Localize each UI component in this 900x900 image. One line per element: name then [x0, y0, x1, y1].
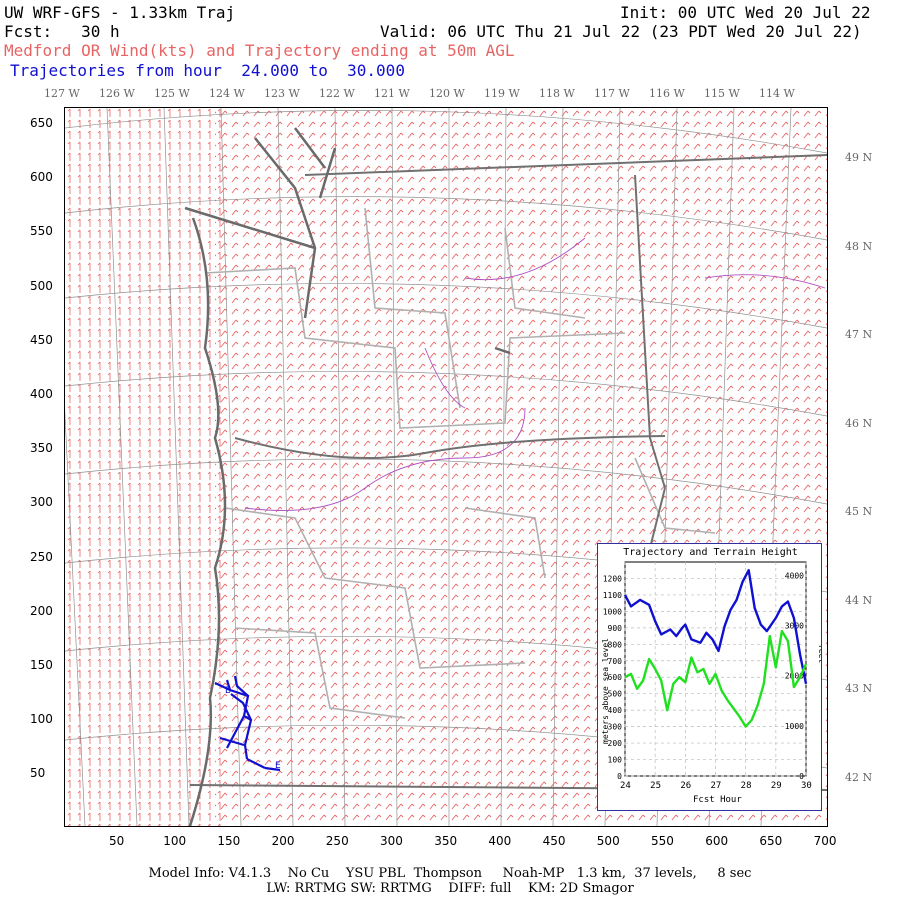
latitude-label: 49 N [845, 151, 873, 164]
inset-y-tick-label: 300 [608, 723, 623, 732]
y-tick-label: 150 [30, 658, 53, 672]
inset-grid: 24 25 26 27 28 29 3012001100100090080070060050… [603, 561, 812, 791]
inset-y-tick-label: 400 [608, 706, 623, 715]
x-tick-label: 50 [109, 834, 125, 848]
inset-y-tick-label: 700 [608, 657, 623, 666]
y-tick-label: 450 [30, 332, 53, 347]
latitude-label: 44 N [845, 593, 873, 607]
inset-series [623, 569, 808, 728]
inset-y-tick-label: 600 [608, 673, 623, 682]
longitude-label: 117 W [594, 87, 630, 100]
longitude-label: 120 W [429, 87, 465, 100]
y-tick-label: 350 [30, 441, 53, 456]
inset-y-tick-label: 1200 [603, 574, 622, 583]
x-tick-label: 550 [651, 834, 674, 848]
coastline [184, 127, 511, 826]
x-tick-label: 200 [271, 834, 295, 848]
x-tick-label: 600 [705, 834, 729, 848]
terrain-height-line [624, 629, 808, 728]
model-info-line1: Model Info: V4.1.3 No Cu YSU PBL Thompso… [148, 866, 752, 881]
y-tick-label: 650 [30, 116, 53, 130]
latitude-label: 46 N [845, 416, 873, 430]
valid-time: Valid: 06 UTC Thu 21 Jul 22 (23 PDT Wed … [380, 22, 862, 41]
offshore-wind-field [65, 108, 225, 826]
inset-y-tick-label: 1100 [603, 591, 622, 600]
longitude-label: 115 W [704, 87, 740, 100]
inset-x-tick-label: 28 [741, 781, 752, 791]
inset-x-tick-label: 25 [650, 781, 661, 791]
trajectory-range: Trajectories from hour 24.000 to 30.000 [10, 61, 405, 80]
y-tick-label: 100 [30, 712, 53, 727]
inset-y-tick-label: 900 [608, 624, 623, 633]
latitude-label: 42 N [845, 770, 873, 784]
inset-x-tick-label: 27 [711, 781, 722, 791]
x-tick-label: 650 [759, 834, 783, 848]
y-tick-label: 500 [30, 278, 53, 293]
y-tick-label: 200 [30, 603, 53, 618]
inset-x-tick-label: 30 [801, 781, 812, 791]
latitude-label: 43 N [845, 682, 873, 695]
longitude-label: 116 W [649, 87, 685, 100]
inset-right-tick-label: 1000 [785, 722, 804, 731]
inset-chart: 24 25 26 27 28 29 3012001100100090080070060050… [601, 561, 821, 805]
latitude-label: 47 N [845, 328, 873, 341]
inset-ylabel-right: feet [817, 644, 821, 663]
longitude-label: 114 W [759, 87, 795, 100]
inset-y-tick-label: 200 [608, 739, 623, 748]
rivers [244, 237, 826, 511]
longitude-label: 123 W [264, 87, 300, 100]
trajectory-start-marker: B [225, 686, 231, 696]
longitude-label: 119 W [484, 87, 520, 100]
inset-right-tick-label: 0 [799, 772, 804, 781]
longitude-label: 118 W [539, 87, 575, 100]
longitude-label: 122 W [319, 87, 355, 100]
latitude-label: 48 N [845, 239, 873, 253]
inset-right-tick-label: 4000 [785, 571, 804, 580]
graticule [65, 108, 827, 826]
x-tick-label: 350 [434, 834, 458, 848]
trajectory-end-marker: E [275, 761, 281, 771]
inset-x-tick-label: 26 [680, 781, 691, 791]
trajectory-terrain-inset: Trajectory and Terrain Height 24 25 26 27 28… [597, 543, 822, 811]
latitude-label: 45 N [845, 505, 873, 518]
x-tick-label: 400 [488, 834, 512, 848]
longitude-label: 126 W [99, 87, 135, 100]
inset-x-tick-label: 29 [771, 781, 782, 791]
y-tick-label: 50 [30, 766, 46, 781]
longitude-label: 125 W [154, 87, 190, 100]
x-tick-label: 700 [813, 834, 837, 848]
inset-ylabel-left: meters above sea level [601, 638, 610, 744]
longitude-label: 127 W [44, 87, 80, 100]
x-tick-label: 450 [542, 834, 566, 848]
inset-y-tick-label: 100 [608, 756, 623, 765]
inset-y-tick-label: 0 [617, 772, 622, 781]
inset-title: Trajectory and Terrain Height [623, 547, 798, 558]
product-title: Medford OR Wind(kts) and Trajectory endi… [4, 41, 515, 60]
x-tick-label: 300 [380, 834, 403, 848]
inset-y-tick-label: 800 [608, 640, 623, 649]
longitude-label: 124 W [209, 87, 245, 100]
x-tick-label: 100 [163, 834, 187, 848]
x-tick-label: 250 [325, 834, 349, 848]
model-title: UW WRF-GFS - 1.33km Traj [4, 3, 236, 22]
model-info-line2: LW: RRTMG SW: RRTMG DIFF: full KM: 2D Sm… [266, 881, 634, 896]
inset-xlabel: Fcst Hour [693, 795, 742, 805]
y-tick-label: 300 [30, 495, 53, 510]
longitude-label: 121 W [374, 87, 410, 100]
inset-x-tick-label: 24 [620, 781, 631, 791]
inset-y-tick-label: 1000 [603, 607, 622, 616]
y-tick-label: 250 [30, 549, 53, 564]
x-tick-label: 150 [217, 834, 241, 848]
inset-right-tick-label: 2000 [785, 672, 804, 681]
inset-y-tick-label: 500 [608, 690, 623, 699]
y-tick-label: 550 [30, 224, 53, 239]
forecast-hour: Fcst: 30 h [4, 22, 120, 41]
init-time: Init: 00 UTC Wed 20 Jul 22 [620, 3, 871, 22]
y-tick-label: 600 [30, 170, 53, 185]
y-tick-label: 400 [30, 387, 53, 401]
trajectory-height-line [623, 569, 808, 685]
trajectory-path: E B [214, 675, 281, 772]
x-tick-label: 500 [596, 834, 620, 848]
